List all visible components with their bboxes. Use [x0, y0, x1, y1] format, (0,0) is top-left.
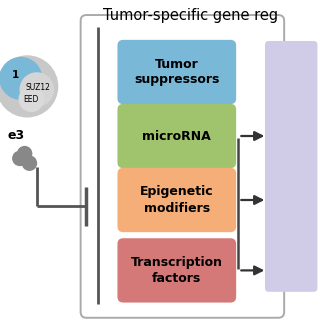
- Text: microRNA: microRNA: [142, 130, 211, 142]
- FancyBboxPatch shape: [117, 168, 236, 232]
- Text: e3: e3: [8, 129, 25, 142]
- Text: EED: EED: [24, 95, 39, 104]
- Circle shape: [22, 156, 36, 170]
- Circle shape: [0, 56, 58, 117]
- FancyBboxPatch shape: [117, 40, 236, 104]
- Circle shape: [0, 58, 42, 99]
- Text: Tumor
suppressors: Tumor suppressors: [134, 58, 220, 86]
- FancyBboxPatch shape: [117, 238, 236, 303]
- Text: 1: 1: [12, 69, 19, 80]
- Circle shape: [19, 87, 44, 111]
- FancyBboxPatch shape: [117, 104, 236, 168]
- Text: Tumor-specific gene reg: Tumor-specific gene reg: [103, 8, 278, 23]
- Text: SUZ12: SUZ12: [25, 83, 50, 92]
- Circle shape: [18, 147, 32, 161]
- FancyBboxPatch shape: [265, 41, 317, 292]
- FancyBboxPatch shape: [81, 15, 284, 318]
- Text: Epigenetic
modifiers: Epigenetic modifiers: [140, 186, 214, 214]
- Circle shape: [13, 151, 27, 165]
- Text: Transcription
factors: Transcription factors: [131, 256, 223, 285]
- Circle shape: [20, 73, 53, 106]
